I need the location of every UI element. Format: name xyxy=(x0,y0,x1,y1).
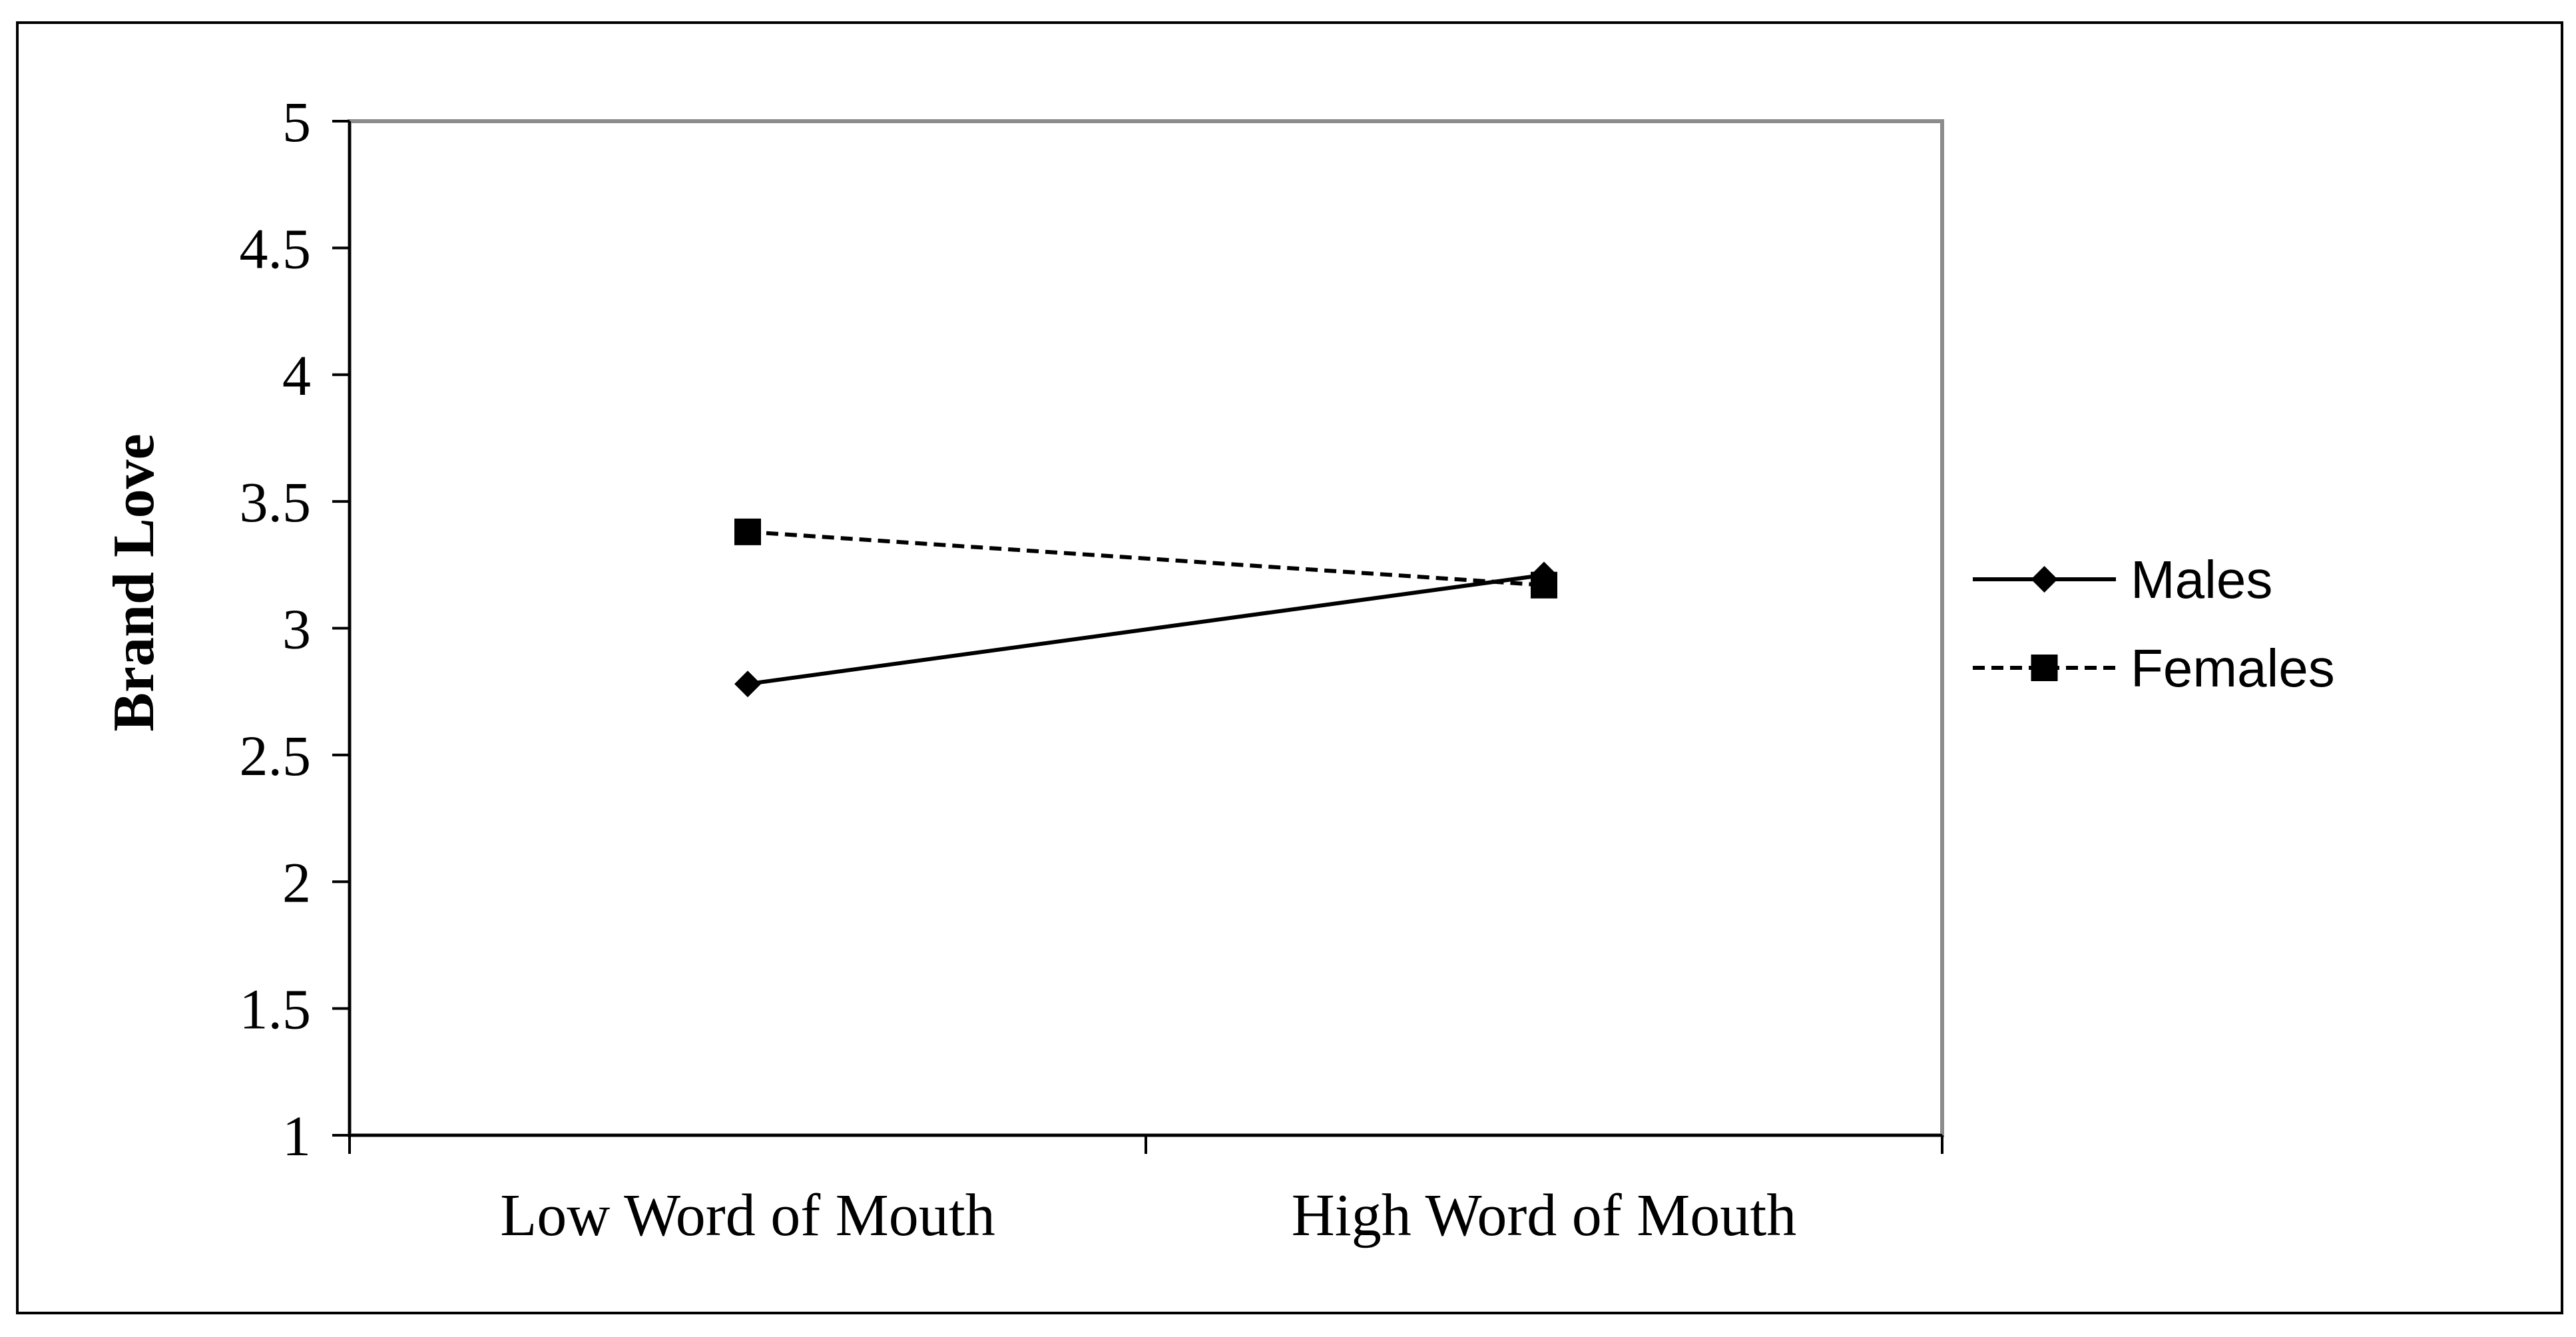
y-tick-label: 4.5 xyxy=(240,216,312,280)
series-layer xyxy=(734,518,1557,698)
y-tick-label: 4 xyxy=(282,344,311,407)
data-point-males xyxy=(734,670,761,698)
series-line-females xyxy=(747,529,1545,587)
y-axis-label: Brand Love xyxy=(102,433,166,731)
y-tick-label: 3.5 xyxy=(240,470,312,534)
x-category-label: High Word of Mouth xyxy=(1292,1183,1797,1248)
data-point-females xyxy=(734,518,761,545)
legend-item-females: Females xyxy=(1973,639,2335,698)
x-category-label: Low Word of Mouth xyxy=(500,1183,995,1248)
y-tick-label: 1.5 xyxy=(240,977,312,1041)
figure-border xyxy=(16,21,2563,1314)
y-tick-label: 1 xyxy=(282,1104,311,1168)
legend-marker-females xyxy=(2031,655,2058,681)
legend-label-females: Females xyxy=(2131,639,2335,698)
legend-marker-males xyxy=(2031,566,2058,593)
y-tick-label: 2 xyxy=(282,850,311,914)
y-tick-label: 3 xyxy=(282,597,311,661)
data-point-males xyxy=(1531,561,1557,589)
legend-item-males: Males xyxy=(1973,550,2272,609)
y-axis: 1 1.5 2 2.5 3 3.5 4 4.5 5 xyxy=(240,90,351,1168)
legend: Males Females xyxy=(1973,550,2335,698)
x-axis: Low Word of Mouth High Word of Mouth xyxy=(348,1134,1943,1248)
y-tick-label: 5 xyxy=(282,90,311,154)
y-tick-label: 2.5 xyxy=(240,724,312,788)
legend-label-males: Males xyxy=(2131,550,2272,609)
series-line-males xyxy=(747,573,1545,686)
series-males xyxy=(734,561,1557,698)
